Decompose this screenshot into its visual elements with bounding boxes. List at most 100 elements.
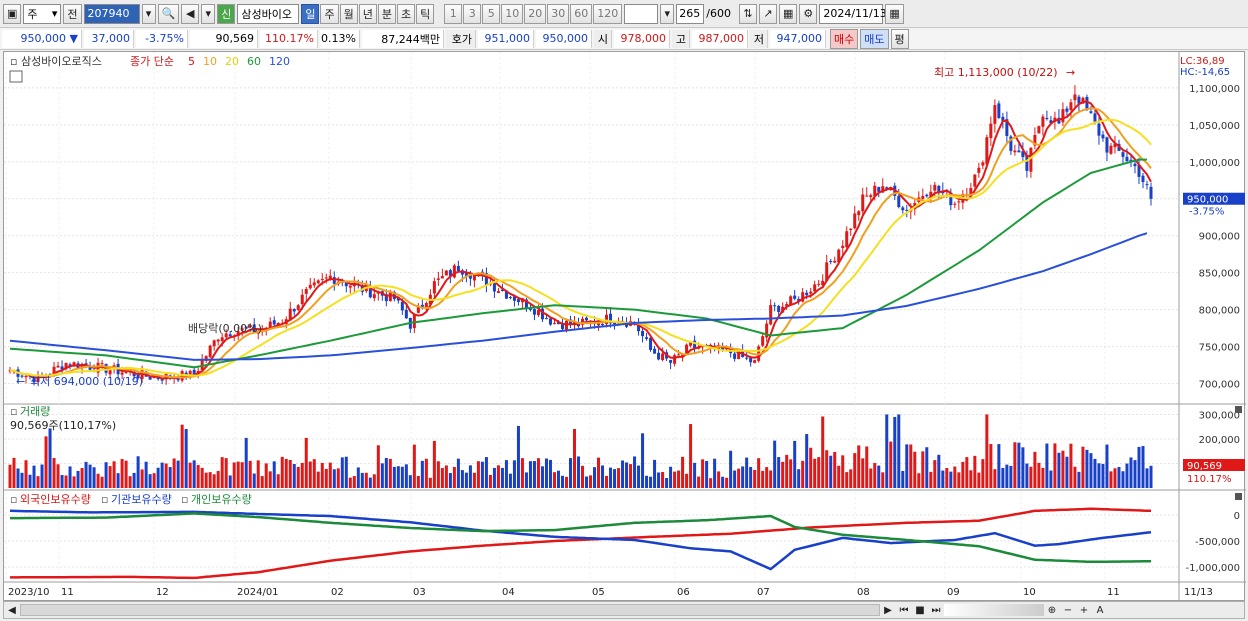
volume-bar bbox=[120, 459, 124, 488]
volume-bar bbox=[436, 461, 440, 488]
first-icon[interactable]: ⏮ bbox=[899, 604, 909, 616]
eval-button[interactable]: 평 bbox=[890, 28, 909, 49]
minute-input[interactable] bbox=[624, 3, 659, 24]
volume-bar bbox=[44, 436, 48, 488]
price-tick-label: 1,000,000 bbox=[1189, 158, 1240, 169]
candle-body bbox=[953, 203, 957, 205]
minus-icon[interactable]: − bbox=[1063, 604, 1073, 616]
candle-body bbox=[837, 249, 841, 263]
volume-bar bbox=[484, 457, 488, 488]
candle-body bbox=[464, 273, 468, 276]
date-field[interactable]: 2024/11/13 bbox=[819, 3, 887, 24]
holdings-legend-icon: ▫ bbox=[181, 493, 188, 506]
chevron-down-icon[interactable]: ▾ bbox=[201, 3, 216, 24]
volume-bar bbox=[432, 440, 436, 488]
x-tick-label: 02 bbox=[331, 587, 344, 598]
volume-bar bbox=[877, 465, 881, 488]
candle-type-icon[interactable]: ⇅ bbox=[738, 3, 757, 24]
minute-tab-5[interactable]: 5 bbox=[482, 3, 501, 24]
chevron-down-icon[interactable]: ▾ bbox=[660, 3, 675, 24]
volume-bar bbox=[745, 457, 749, 488]
volume-bar bbox=[116, 473, 120, 488]
candle-body bbox=[396, 297, 400, 301]
lc-label: LC:36,89 bbox=[1180, 56, 1225, 67]
scroll-thumb[interactable] bbox=[20, 604, 880, 616]
ma-legend-label: 종가 단순 bbox=[130, 55, 174, 68]
layout-icon[interactable]: ▣ bbox=[3, 3, 22, 24]
ma-legend-60: 60 bbox=[247, 55, 261, 68]
candle-body bbox=[1137, 164, 1141, 177]
chart-scrollbar[interactable]: ◀ ▶ ⏮ ■ ⏭ ⊕ − + A bbox=[3, 601, 1245, 619]
period-tab-3[interactable]: 년 bbox=[358, 3, 377, 24]
draw-tool-icon[interactable]: ↗ bbox=[758, 3, 777, 24]
volume-bar bbox=[705, 460, 709, 488]
candle-body bbox=[949, 193, 953, 206]
volume-bar bbox=[601, 465, 605, 488]
panel-close-icon bbox=[1235, 406, 1242, 413]
zoom-icon[interactable]: ⊕ bbox=[1047, 604, 1057, 616]
candle-body bbox=[753, 360, 757, 363]
zoom-slider[interactable] bbox=[944, 604, 1044, 616]
current-price: 950,000 ▼ bbox=[2, 29, 82, 48]
period-tab-5[interactable]: 초 bbox=[396, 3, 416, 24]
compare-icon[interactable]: ▦ bbox=[778, 3, 798, 24]
period-tab-1[interactable]: 주 bbox=[320, 3, 339, 24]
calendar-icon[interactable]: ▦ bbox=[885, 3, 904, 24]
candle-body bbox=[244, 326, 248, 329]
prev-button[interactable]: 전 bbox=[63, 3, 82, 24]
last-icon[interactable]: ⏭ bbox=[931, 604, 941, 616]
candle-body bbox=[921, 195, 925, 199]
candle-body bbox=[981, 162, 985, 166]
candle-body bbox=[536, 310, 540, 316]
minute-tab-30[interactable]: 30 bbox=[547, 3, 570, 24]
minute-tab-60[interactable]: 60 bbox=[570, 3, 593, 24]
speaker-icon[interactable]: ◀ bbox=[181, 3, 200, 24]
low-arrow-icon: ← bbox=[16, 375, 25, 388]
count-input[interactable]: 265 bbox=[676, 3, 705, 24]
period-tab-6[interactable]: 틱 bbox=[416, 3, 435, 24]
minute-tab-3[interactable]: 3 bbox=[463, 3, 482, 24]
stock-chart[interactable]: 700,000 750,000 800,000 850,000 900,000 950,0… bbox=[4, 52, 1246, 602]
volume-bar bbox=[52, 458, 56, 488]
volume-bar bbox=[284, 458, 288, 488]
buy-button[interactable]: 매수 bbox=[830, 28, 859, 49]
volume-bar bbox=[789, 459, 793, 488]
scroll-right-icon[interactable]: ▶ bbox=[884, 604, 892, 616]
chevron-down-icon[interactable]: ▾ bbox=[141, 3, 156, 24]
low-label: 저 bbox=[750, 29, 768, 48]
period-kind-select[interactable]: 주 ▾ bbox=[23, 3, 62, 24]
minute-tab-120[interactable]: 120 bbox=[593, 3, 623, 24]
candle-body bbox=[1045, 118, 1049, 120]
stock-code-input[interactable]: 207940 bbox=[83, 3, 140, 24]
candle-body bbox=[1105, 137, 1109, 153]
candle-body bbox=[793, 295, 797, 299]
stop-icon[interactable]: ■ bbox=[915, 604, 925, 616]
gear-icon[interactable]: ⚙ bbox=[799, 3, 818, 24]
candle-body bbox=[809, 291, 813, 294]
scroll-left-icon[interactable]: ◀ bbox=[8, 604, 16, 616]
period-tab-4[interactable]: 분 bbox=[377, 3, 396, 24]
volume-bar bbox=[256, 460, 260, 488]
period-tab-0[interactable]: 일 bbox=[301, 3, 320, 24]
minute-tab-10[interactable]: 10 bbox=[501, 3, 524, 24]
volume-bar bbox=[264, 463, 268, 488]
search-icon[interactable]: 🔍 bbox=[157, 3, 180, 24]
plus-icon[interactable]: + bbox=[1079, 604, 1089, 616]
minute-tab-1[interactable]: 1 bbox=[444, 3, 463, 24]
volume-bar bbox=[208, 472, 212, 488]
candle-body bbox=[1041, 116, 1045, 127]
grid-toggle-icon bbox=[9, 70, 23, 83]
period-tab-2[interactable]: 월 bbox=[339, 3, 358, 24]
text-icon[interactable]: A bbox=[1096, 604, 1104, 616]
volume-bar bbox=[136, 456, 140, 488]
volume-bar bbox=[697, 476, 701, 488]
volume-bar bbox=[1049, 470, 1053, 488]
volume-bar bbox=[500, 467, 504, 488]
chart-area[interactable]: 700,000 750,000 800,000 850,000 900,000 950,0… bbox=[3, 51, 1246, 602]
volume-value: 90,569주(110,17%) bbox=[10, 419, 116, 432]
volume-bar bbox=[717, 471, 721, 488]
minute-tab-20[interactable]: 20 bbox=[524, 3, 547, 24]
bid1: 951,000 bbox=[478, 29, 534, 48]
sell-button[interactable]: 매도 bbox=[860, 28, 889, 49]
candle-body bbox=[208, 345, 212, 358]
